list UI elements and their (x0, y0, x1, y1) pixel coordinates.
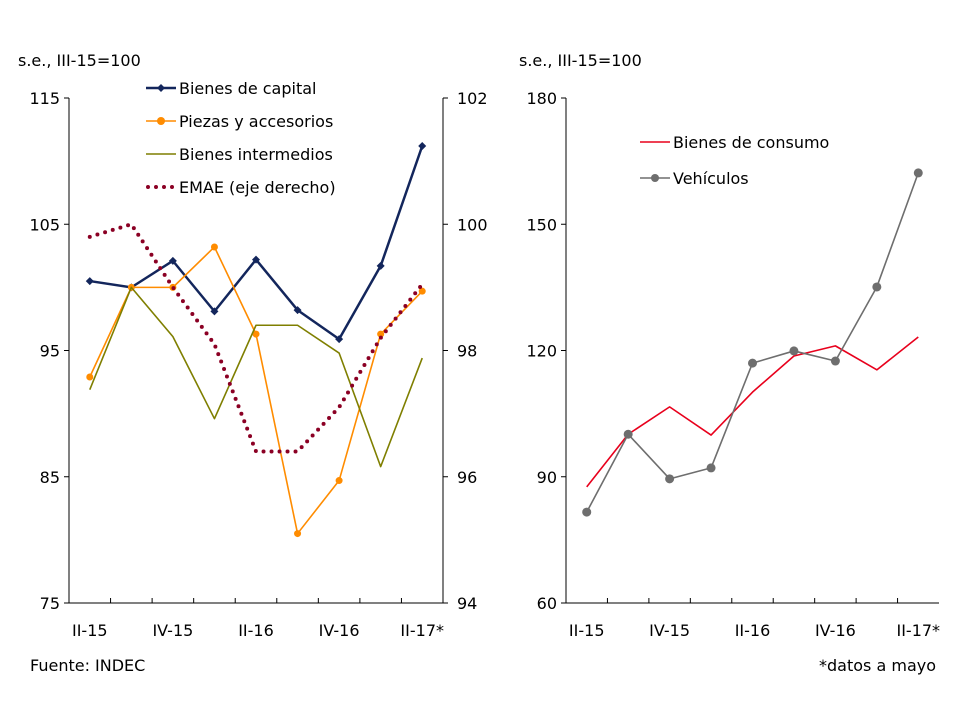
x-tick-label: IV-16 (815, 621, 856, 640)
data-point (706, 463, 716, 473)
y-tick-label: 115 (29, 89, 60, 108)
data-point (85, 277, 94, 286)
data-point (748, 358, 757, 368)
data-point (293, 306, 302, 315)
legend-label: Piezas y accesorios (179, 112, 333, 131)
data-point (252, 330, 260, 338)
data-point (86, 373, 94, 381)
legend-marker (157, 84, 165, 92)
series-line-0 (89, 145, 424, 341)
y-tick-label: 60 (537, 594, 557, 613)
y-axis-title: s.e., III-15=100 (18, 51, 141, 70)
data-point (418, 141, 427, 150)
y-tick-label: 75 (40, 594, 60, 613)
y-tick-label: 95 (40, 342, 60, 361)
data-point (376, 261, 385, 270)
data-point (623, 429, 633, 439)
legend-label: EMAE (eje derecho) (179, 178, 336, 197)
legend-label: Bienes intermedios (179, 145, 333, 164)
source-note: Fuente: INDEC (30, 656, 146, 675)
data-point (789, 346, 799, 356)
y-tick-label: 120 (526, 342, 557, 361)
y-axis-title: s.e., III-15=100 (519, 51, 642, 70)
y-tick-label: 105 (29, 215, 60, 234)
x-tick-label: II-17* (896, 621, 940, 640)
footnote: *datos a mayo (819, 656, 936, 675)
y2-tick-label: 98 (457, 342, 477, 361)
x-tick-label: II-16 (735, 621, 771, 640)
x-tick-label: II-17* (400, 621, 444, 640)
series-line-2 (89, 286, 423, 468)
series-line-0 (586, 336, 919, 488)
y2-tick-label: 100 (457, 215, 488, 234)
data-point (913, 168, 923, 178)
x-tick-label: IV-15 (152, 621, 193, 640)
series-line-3 (87, 222, 425, 454)
series-line-1 (586, 172, 920, 513)
series-line-1 (89, 246, 423, 535)
y-tick-label: 90 (537, 468, 557, 487)
x-tick-label: IV-15 (649, 621, 690, 640)
data-point (377, 330, 385, 338)
data-point (210, 307, 219, 316)
x-tick-label: II-15 (72, 621, 108, 640)
x-tick-label: II-15 (569, 621, 605, 640)
data-point (335, 335, 344, 344)
data-point (582, 507, 592, 517)
legend-label: Bienes de consumo (673, 133, 829, 152)
y2-tick-label: 94 (457, 594, 477, 613)
data-point (252, 255, 260, 264)
data-point (168, 256, 177, 265)
legend-label: Bienes de capital (179, 79, 316, 98)
y-tick-label: 180 (526, 89, 557, 108)
x-tick-label: IV-16 (319, 621, 360, 640)
y2-tick-label: 96 (457, 468, 477, 487)
data-point (418, 287, 426, 295)
data-point (335, 477, 343, 485)
data-point (294, 530, 302, 538)
y2-tick-label: 102 (457, 89, 488, 108)
legend-label: Vehículos (673, 169, 749, 188)
y-tick-label: 85 (40, 468, 60, 487)
y-tick-label: 150 (526, 215, 557, 234)
data-point (210, 243, 218, 251)
data-point (665, 474, 675, 484)
data-point (872, 282, 882, 292)
legend-marker (157, 117, 165, 125)
x-tick-label: II-16 (238, 621, 274, 640)
data-point (830, 356, 840, 366)
legend-marker (651, 174, 659, 182)
